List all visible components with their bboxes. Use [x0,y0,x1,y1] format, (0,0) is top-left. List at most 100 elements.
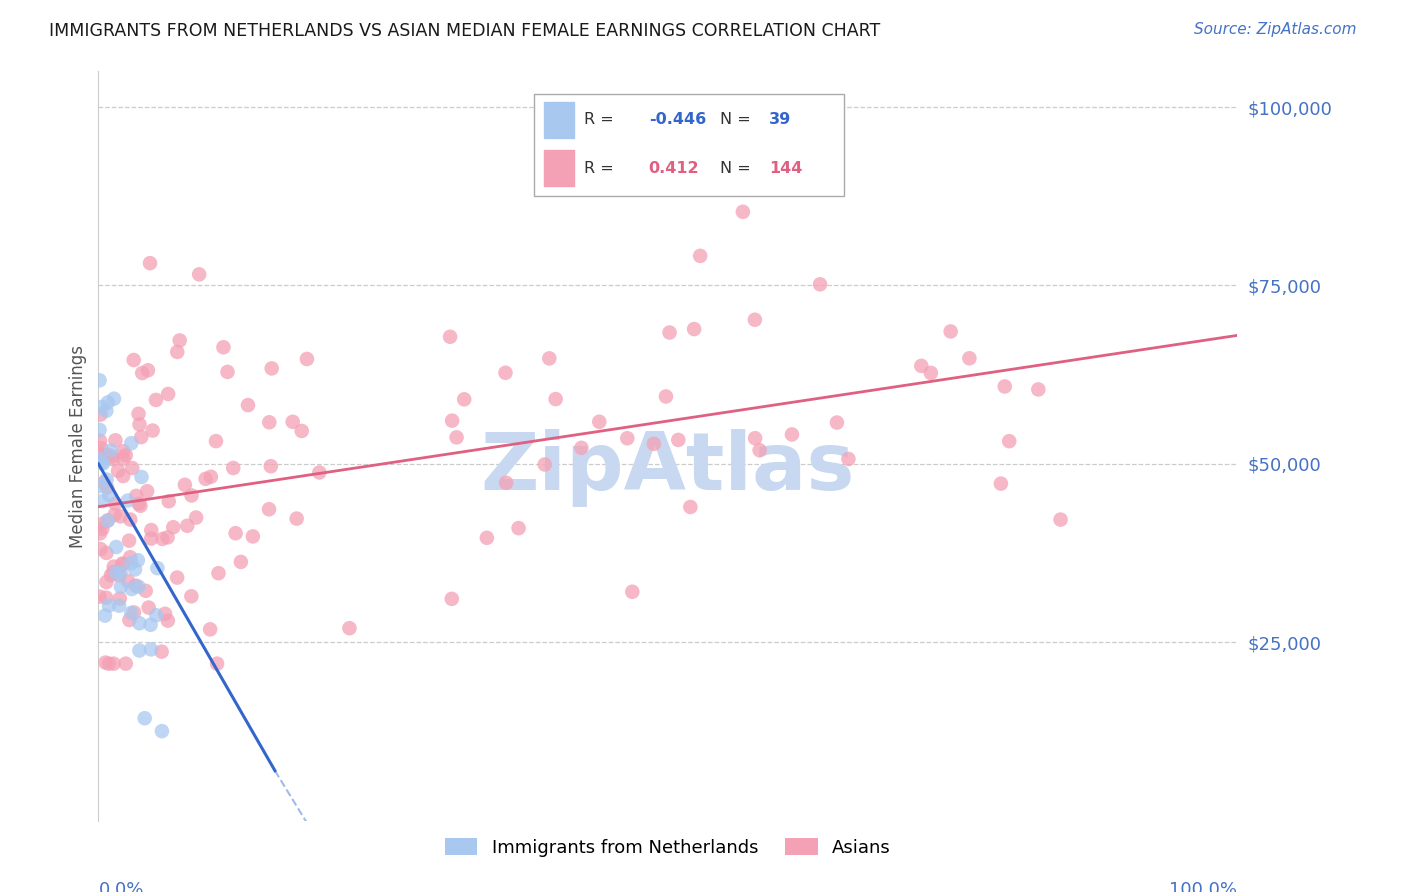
Point [145,392,167,407]
Point [100,568,122,582]
Point [127,553,149,567]
Point [260,361,283,376]
Point [134,711,156,725]
Point [121,461,143,475]
Point [744,431,766,445]
Point [689,249,711,263]
Point [166,345,188,359]
Point [97,514,120,528]
Point [103,508,125,522]
Point [533,458,555,472]
Point [748,443,770,458]
Point [124,578,146,592]
Point [98,599,121,613]
Point [166,570,188,584]
Point [139,256,162,270]
Point [441,414,464,428]
Point [89,452,111,467]
Point [97,448,120,462]
Point [110,566,132,580]
Point [121,582,143,596]
Text: R =: R = [583,112,613,128]
Point [679,500,702,514]
Text: N =: N = [720,161,751,176]
Point [837,452,859,467]
Point [295,351,318,366]
Text: 0.0%: 0.0% [98,881,143,892]
Point [744,312,766,326]
Point [105,540,128,554]
Point [118,533,141,548]
Point [156,530,179,544]
Point [825,416,848,430]
Point [544,392,567,406]
Point [180,488,202,502]
Point [205,434,228,449]
Point [89,479,111,493]
Point [939,325,962,339]
Text: 39: 39 [769,112,792,128]
Point [112,451,135,466]
Point [643,437,665,451]
Bar [544,102,575,137]
Point [94,591,117,605]
Point [655,389,678,403]
Point [910,359,932,373]
Point [120,606,142,620]
Point [225,526,247,541]
Point [96,481,118,495]
Point [118,613,141,627]
Point [475,531,498,545]
Point [259,415,281,429]
Text: -0.446: -0.446 [648,112,706,128]
Point [122,353,145,368]
Legend: Immigrants from Netherlands, Asians: Immigrants from Netherlands, Asians [437,830,898,864]
Point [108,591,131,606]
Point [139,642,162,657]
Point [129,499,152,513]
Point [97,395,120,409]
Point [616,431,638,445]
Point [90,441,112,455]
Point [169,334,191,348]
Point [128,407,150,421]
Point [96,575,118,590]
Point [142,424,165,438]
Point [162,520,184,534]
Point [157,387,180,401]
Point [128,616,150,631]
Point [453,392,475,407]
Point [260,459,283,474]
Bar [544,150,575,186]
Point [91,457,114,471]
Point [136,363,159,377]
Point [98,488,121,502]
Point [198,623,221,637]
Point [89,408,111,422]
Point [439,330,461,344]
Point [107,464,129,478]
Point [128,580,150,594]
Point [96,404,118,418]
Point [683,322,706,336]
Point [103,565,125,579]
Point [157,494,180,508]
Point [156,614,179,628]
Point [291,424,314,438]
Point [150,532,173,546]
Point [236,398,259,412]
Point [111,558,134,572]
Point [101,450,124,464]
Point [200,469,222,483]
Point [666,433,689,447]
Point [1049,513,1071,527]
Point [120,550,142,565]
Text: 100.0%: 100.0% [1170,881,1237,892]
Point [194,472,217,486]
Text: 0.412: 0.412 [648,161,699,176]
Point [217,365,239,379]
Point [91,494,114,508]
Point [138,600,160,615]
Point [91,522,114,536]
Point [141,523,163,537]
